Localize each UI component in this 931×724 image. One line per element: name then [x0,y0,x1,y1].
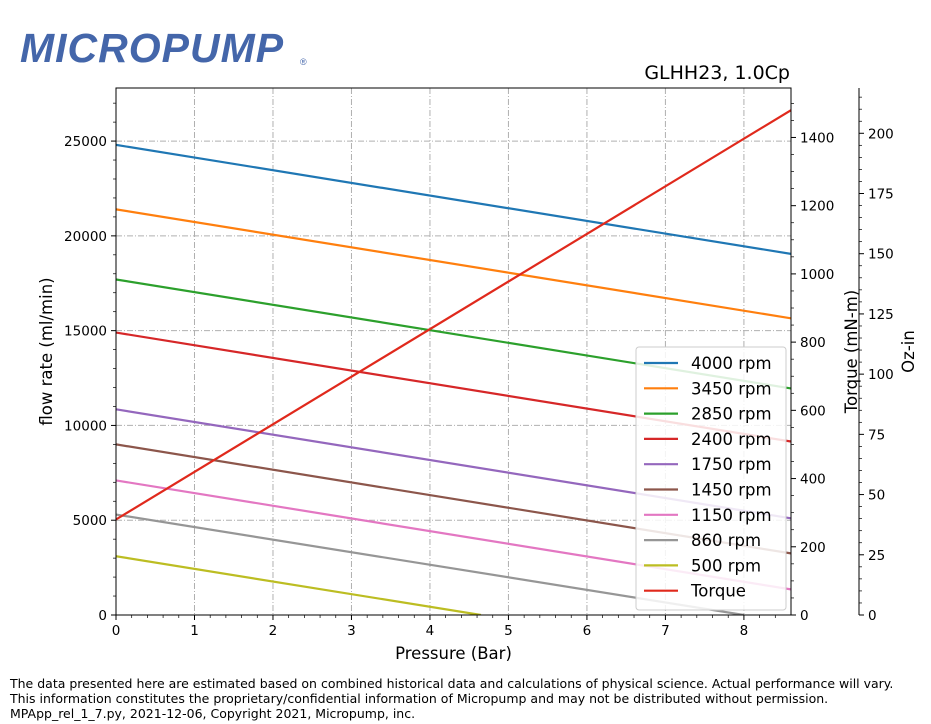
oz-in-tick-label: 100 [868,367,894,383]
legend-label: Torque [690,582,746,601]
x-tick-label: 5 [504,623,513,639]
oz-in-tick-label: 75 [868,427,885,443]
x-tick-label: 8 [740,623,749,639]
legend: 4000 rpm 3450 rpm 2850 rpm 2400 rpm 1750 rpm… [635,346,787,611]
series-line [116,555,482,615]
oz-in-axis-label: Oz-in [899,330,918,373]
legend-label: 4000 rpm [691,354,772,373]
x-axis-label: Pressure (Bar) [395,644,512,663]
x-tick-label: 6 [583,623,592,639]
oz-in-tick-label: 150 [868,247,894,263]
torque-tick-label: 200 [800,540,826,556]
torque-tick-label: 1000 [800,267,834,283]
torque-tick-label: 400 [800,472,826,488]
registered-mark: ® [300,57,307,67]
torque-tick-label: 0 [800,608,809,624]
disclaimer-line: This information constitutes the proprie… [10,691,829,706]
flow-tick-label: 20000 [64,229,107,245]
plot-frame [115,87,792,616]
torque-tick-label: 800 [800,335,826,351]
torque-tick-label: 1400 [800,130,834,146]
legend-label: 2850 rpm [691,405,772,424]
micropump-logo: MICROPUMP [20,28,284,69]
x-tick-label: 3 [347,623,356,639]
x-tick-label: 1 [190,623,199,639]
series-line [116,109,791,521]
logo-text: MICROPUMP [20,25,285,71]
legend-label: 1750 rpm [691,455,772,474]
legend-label: 2400 rpm [691,430,772,449]
torque-tick-label: 600 [800,403,826,419]
axes: 0 1 2 3 4 5 6 7 80500010000150002000025000020040… [37,87,918,663]
disclaimer-footer: The data presented here are estimated ba… [10,676,893,721]
oz-in-tick-label: 0 [868,608,877,624]
flow-tick-label: 25000 [64,134,107,150]
x-tick-label: 2 [269,623,278,639]
flow-tick-label: 0 [98,608,107,624]
oz-in-tick-label: 125 [868,307,894,323]
copyright-line: MPApp_rel_1_7.py, 2021-12-06, Copyright … [10,706,416,721]
flow-tick-label: 15000 [64,324,107,340]
series-line [116,143,791,255]
torque-tick-label: 1200 [800,199,834,215]
oz-in-tick-label: 175 [868,186,894,202]
legend-label: 1150 rpm [691,506,772,525]
x-tick-label: 4 [426,623,435,639]
series-line [116,208,791,320]
x-tick-label: 0 [112,623,121,639]
oz-in-tick-label: 200 [868,126,894,142]
disclaimer-line: The data presented here are estimated ba… [10,676,894,691]
legend-label: 500 rpm [691,556,761,575]
legend-label: 1450 rpm [691,481,772,500]
x-tick-label: 7 [661,623,670,639]
performance-chart: GLHH23, 1.0Cp 0 1 2 3 4 5 6 7 805000100001500020… [37,62,918,663]
oz-in-tick-label: 50 [868,488,885,504]
legend-label: 860 rpm [691,531,761,550]
torque-axis-label: Torque (mN-m) [842,290,861,415]
legend-label: 3450 rpm [691,379,772,398]
flow-tick-label: 5000 [73,513,107,529]
oz-in-tick-label: 25 [868,548,885,564]
chart-title: GLHH23, 1.0Cp [644,62,790,84]
flow-axis-label: flow rate (ml/min) [37,277,56,425]
flow-tick-label: 10000 [64,418,107,434]
